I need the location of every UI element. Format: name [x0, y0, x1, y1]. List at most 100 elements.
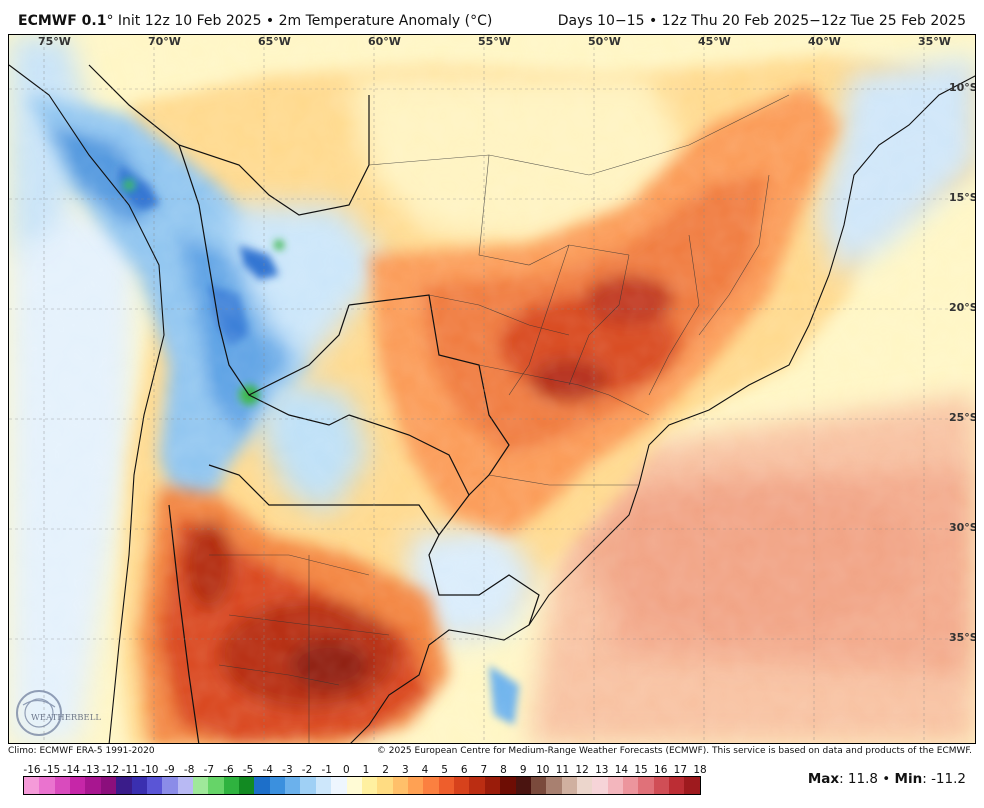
colorbar-swatch	[269, 777, 286, 794]
colorbar-tick-label: 6	[460, 764, 468, 776]
colorbar-swatch	[300, 777, 316, 794]
stats-separator: •	[877, 771, 895, 787]
state-borders	[209, 94, 790, 743]
colorbar-tick-label: 16	[654, 764, 668, 776]
colorbar-tick-label: 14	[614, 764, 629, 776]
valid-period: Days 10−15 • 12z Thu 20 Feb 2025−12z Tue…	[557, 13, 966, 29]
colorbar-tick-label: 7	[480, 764, 488, 776]
colorbar-swatch	[530, 777, 547, 794]
colorbar	[23, 776, 701, 795]
colorbar-swatch	[546, 777, 562, 794]
colorbar-tick-label: 3	[401, 764, 409, 776]
colorbar-swatch	[162, 777, 178, 794]
colorbar-tick-label: -2	[301, 764, 313, 776]
colorbar-tick-label: 18	[693, 764, 707, 776]
colorbar-swatch	[192, 777, 209, 794]
colorbar-swatch	[254, 777, 270, 794]
colorbar-swatch	[377, 777, 393, 794]
colorbar-swatch	[500, 777, 516, 794]
colorbar-swatch	[24, 777, 40, 794]
colorbar-swatch	[407, 777, 424, 794]
colorbar-swatch	[454, 777, 470, 794]
colorbar-swatch	[607, 777, 624, 794]
colorbar-tick-label: 8	[500, 764, 507, 776]
colorbar-swatch	[423, 777, 439, 794]
lon-label: 50°W	[588, 35, 621, 48]
colorbar-tick-label: -16	[23, 764, 41, 776]
colorbar-tick-label: -6	[223, 764, 234, 776]
copyright-note: © 2025 European Centre for Medium-Range …	[376, 746, 972, 756]
model-degree: °	[106, 13, 114, 29]
colorbar-tick-label: -14	[62, 764, 80, 776]
colorbar-swatch	[346, 777, 362, 794]
colorbar-tick-label: -4	[262, 764, 273, 776]
colorbar-swatch	[177, 777, 193, 794]
colorbar-tick-label: 9	[519, 764, 527, 776]
lon-label: 65°W	[258, 35, 291, 48]
colorbar-swatch	[684, 777, 700, 794]
max-value: 11.8	[847, 771, 878, 787]
lat-label: 20°S	[949, 301, 976, 314]
colorbar-swatch	[576, 777, 593, 794]
colorbar-swatch	[669, 777, 685, 794]
lat-label: 10°S	[949, 81, 976, 94]
colorbar-tick-label: -9	[164, 764, 175, 776]
colorbar-swatch	[85, 777, 101, 794]
colorbar-swatch	[39, 777, 55, 794]
colorbar-swatch	[392, 777, 408, 794]
colorbar-swatch	[208, 777, 224, 794]
colorbar-swatch	[592, 777, 608, 794]
lon-label: 75°W	[38, 35, 71, 48]
colorbar-tick-label: -13	[82, 764, 100, 776]
anomaly-map[interactable]: WEATHERBELL 75°W 70°W 65°W 60°W 55°W 50°…	[8, 34, 976, 744]
colorbar-tick-label: 5	[441, 764, 448, 776]
colorbar-swatch	[638, 777, 654, 794]
colorbar-tick-label: -3	[282, 764, 293, 776]
min-label: Min	[894, 771, 923, 787]
svg-text:WEATHERBELL: WEATHERBELL	[31, 713, 101, 723]
colorbar-tick-label: -10	[141, 764, 159, 776]
colorbar-swatch	[100, 777, 117, 794]
lon-label: 60°W	[368, 35, 401, 48]
climo-note: Climo: ECMWF ERA-5 1991-2020	[8, 746, 155, 756]
lon-label: 55°W	[478, 35, 511, 48]
colorbar-tick-label: 15	[634, 764, 648, 776]
colorbar-swatch	[116, 777, 132, 794]
colorbar-tick-label: 12	[575, 764, 589, 776]
header-title: ECMWF 0.1° Init 12z 10 Feb 2025 • 2m Tem…	[18, 13, 492, 29]
colorbar-swatch	[239, 777, 255, 794]
lat-label: 30°S	[949, 521, 976, 534]
colorbar-swatch	[361, 777, 378, 794]
lon-label: 35°W	[918, 35, 951, 48]
colorbar-swatch	[561, 777, 577, 794]
colorbar-swatch	[623, 777, 639, 794]
map-canvas: WEATHERBELL	[9, 35, 975, 743]
colorbar-swatch	[438, 777, 455, 794]
colorbar-swatch	[70, 777, 86, 794]
colorbar-tick-label: -7	[203, 764, 215, 776]
colorbar-tick-label: 13	[595, 764, 609, 776]
lon-label: 45°W	[698, 35, 731, 48]
colorbar-swatch	[146, 777, 163, 794]
colorbar-swatch	[484, 777, 501, 794]
colorbar-swatch	[131, 777, 147, 794]
colorbar-swatch	[515, 777, 531, 794]
colorbar-swatch	[223, 777, 240, 794]
graticule	[9, 35, 975, 743]
colorbar-tick-label: -11	[121, 764, 139, 776]
colorbar-tick-label: 1	[362, 764, 370, 776]
colorbar-tick-label: -8	[183, 764, 195, 776]
colorbar-swatch	[54, 777, 71, 794]
lon-label: 70°W	[148, 35, 181, 48]
model-name: ECMWF 0.1	[18, 13, 107, 29]
colorbar-tick-label: -15	[43, 764, 61, 776]
lat-label: 35°S	[949, 631, 976, 644]
min-value: -11.2	[931, 771, 966, 787]
colorbar-swatch	[315, 777, 332, 794]
colorbar-swatch	[331, 777, 347, 794]
colorbar-tick-label: 17	[673, 764, 688, 776]
colorbar-tick-label: 0	[343, 764, 350, 776]
colorbar-swatch	[469, 777, 485, 794]
colorbar-tick-label: 4	[421, 764, 429, 776]
colorbar-swatch	[653, 777, 670, 794]
